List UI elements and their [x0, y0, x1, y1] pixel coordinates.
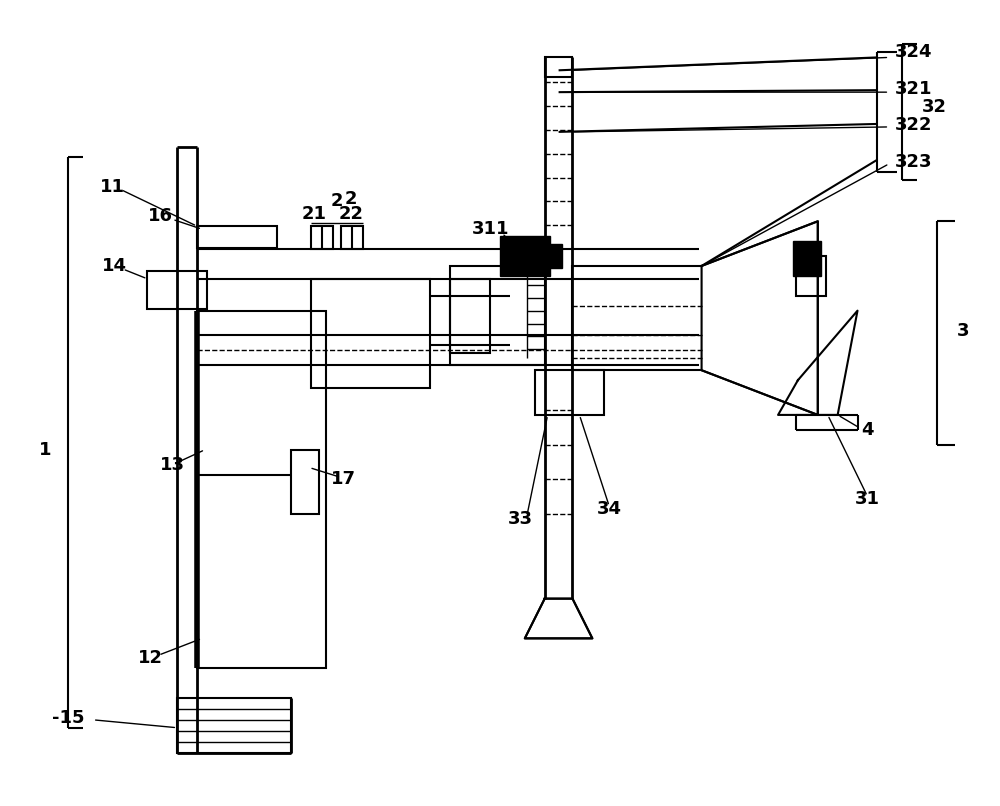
Text: 12: 12 [138, 649, 163, 667]
Text: 33: 33 [507, 510, 532, 528]
Bar [197, 310, 326, 668]
Bar [535, 370, 604, 415]
Text: 321: 321 [895, 80, 933, 98]
Text: 323: 323 [895, 152, 933, 171]
Bar [572, 266, 702, 370]
Polygon shape [702, 222, 818, 415]
Bar [147, 271, 207, 309]
Text: 16: 16 [148, 207, 173, 226]
Bar [545, 57, 572, 77]
Polygon shape [793, 241, 821, 276]
Bar [450, 279, 490, 353]
Polygon shape [778, 310, 858, 415]
Text: 3: 3 [957, 322, 969, 339]
Text: 22: 22 [339, 206, 364, 223]
Bar [341, 226, 363, 249]
Bar [177, 698, 291, 753]
Text: 324: 324 [895, 44, 933, 61]
Text: -15: -15 [52, 708, 84, 727]
Text: 21: 21 [302, 206, 327, 223]
Text: 2: 2 [331, 193, 343, 210]
Text: 322: 322 [895, 116, 933, 134]
Bar [291, 450, 319, 514]
Bar [311, 226, 333, 249]
Bar [796, 256, 826, 296]
Text: 11: 11 [100, 177, 125, 196]
Text: 4: 4 [861, 421, 874, 438]
Text: 311: 311 [471, 220, 509, 239]
Text: 31: 31 [855, 490, 880, 509]
Text: 1: 1 [39, 441, 51, 459]
Polygon shape [525, 599, 592, 638]
Text: 13: 13 [160, 455, 185, 474]
Bar [311, 279, 430, 388]
Bar [450, 266, 545, 365]
Bar [197, 226, 277, 248]
Text: 17: 17 [331, 471, 356, 488]
Text: 14: 14 [102, 257, 127, 275]
Polygon shape [538, 244, 562, 268]
Text: 34: 34 [597, 501, 622, 518]
Text: 32: 32 [922, 98, 947, 116]
Text: 2: 2 [345, 190, 357, 209]
Polygon shape [500, 236, 550, 276]
